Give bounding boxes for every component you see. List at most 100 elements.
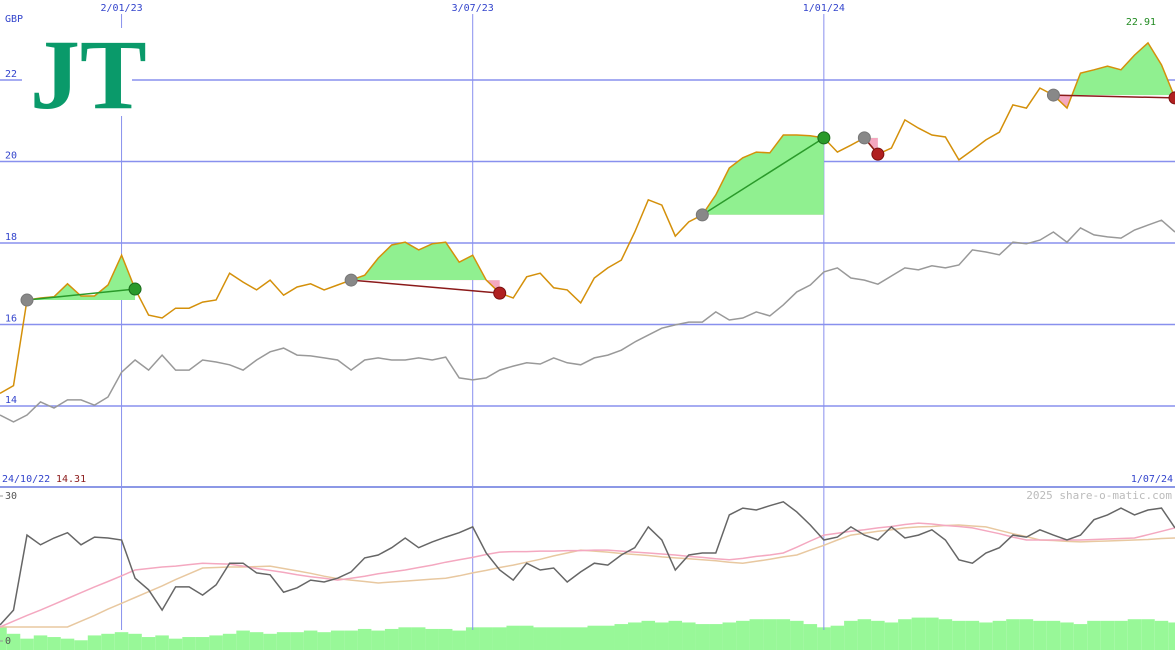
- x-tick-label: 2/01/23: [100, 3, 142, 14]
- annotation: 14.31: [56, 474, 86, 485]
- volume-bar: [736, 620, 750, 650]
- volume-bar: [1141, 619, 1155, 650]
- volume-bar: [965, 620, 980, 650]
- trade-exit: [817, 131, 831, 145]
- volume-bar: [560, 627, 574, 650]
- volume-bar: [668, 620, 683, 650]
- series-line: [0, 500, 1175, 626]
- series-line: [0, 522, 1175, 628]
- volume-bar: [411, 627, 426, 650]
- volume-bar: [209, 635, 223, 650]
- volume-bar: [438, 628, 453, 650]
- volume-bar: [330, 630, 345, 650]
- volume-bar: [276, 632, 291, 650]
- volume-bar: [695, 624, 710, 650]
- volume-bar: [884, 622, 899, 650]
- volume-bar: [344, 630, 358, 650]
- volume-bar: [6, 633, 21, 650]
- volume-bar: [452, 630, 466, 650]
- volume-bar: [817, 627, 831, 650]
- trade-entry: [857, 131, 871, 145]
- volume-bar: [763, 619, 777, 650]
- volume-bar: [1154, 620, 1169, 650]
- volume-bar: [776, 619, 791, 650]
- volume-bar: [290, 632, 304, 650]
- volume-bar: [925, 617, 939, 650]
- trade-line: [351, 279, 500, 294]
- trade-exit: [871, 147, 885, 161]
- volume-bar: [546, 627, 561, 650]
- volume-bar: [384, 628, 399, 650]
- volume-bar: [398, 627, 412, 650]
- volume-bar: [101, 633, 115, 650]
- trade-exit: [1168, 91, 1175, 105]
- volume-bar: [1046, 620, 1061, 650]
- volume-bar: [20, 638, 34, 650]
- volume-bar: [168, 638, 183, 650]
- volume-bar: [128, 633, 142, 650]
- x-tick-label: 3/07/23: [452, 3, 494, 14]
- volume-bar: [803, 624, 818, 650]
- trade-line: [26, 288, 136, 301]
- volume-bar: [1006, 619, 1020, 650]
- volume-bar: [506, 625, 520, 650]
- volume-bar: [0, 627, 7, 650]
- volume-bar: [141, 637, 156, 650]
- trade-gain-area: [351, 242, 500, 281]
- y-tick-label: 30: [5, 491, 17, 502]
- logo-background: [22, 28, 132, 116]
- y-tick-label: 16: [5, 314, 17, 325]
- volume-bar: [425, 628, 439, 650]
- volume-bar: [236, 630, 250, 650]
- volume-bar: [74, 640, 88, 650]
- source: 2025 share-o-matic.com: [1026, 489, 1172, 502]
- volume-bar: [1033, 620, 1047, 650]
- trade-entry: [20, 293, 34, 307]
- trade-entry: [695, 208, 709, 222]
- volume-bar: [465, 627, 480, 650]
- y-tick-label: 22: [5, 69, 17, 80]
- volume-bar: [519, 625, 534, 650]
- volume-bar: [911, 617, 926, 650]
- volume-bar: [844, 620, 858, 650]
- volume-bar: [1127, 619, 1142, 650]
- trade-loss-area: [1053, 95, 1175, 109]
- trade-gain-area: [27, 255, 136, 301]
- y-tick-label: 14: [5, 395, 17, 406]
- trade-line: [701, 137, 825, 216]
- volume-bar: [1100, 620, 1115, 650]
- trade-exit: [493, 286, 507, 300]
- volume-bar: [601, 625, 615, 650]
- volume-bar: [938, 619, 953, 650]
- volume-bar: [303, 630, 318, 650]
- y-axis-label: GBP: [5, 14, 23, 25]
- volume-bar: [33, 635, 48, 650]
- trade-line: [1053, 94, 1175, 99]
- logo: JT: [30, 19, 147, 130]
- volume-bar: [871, 620, 885, 650]
- volume-bar: [1168, 622, 1175, 650]
- volume-bar: [182, 637, 196, 650]
- volume-bar: [722, 622, 737, 650]
- volume-bar: [1019, 619, 1034, 650]
- trade-exit: [128, 282, 142, 296]
- plot-area: 14 16 18 20 22 24/10/22 2/01/23 3/07/23 1/01/24 1…: [0, 3, 1175, 650]
- volume-bar: [655, 622, 669, 650]
- series-line: [0, 524, 1175, 628]
- volume-bar: [830, 625, 845, 650]
- volume-bar: [317, 632, 331, 650]
- volume-bar: [790, 620, 804, 650]
- volume-bar: [371, 630, 385, 650]
- volume-bar: [857, 619, 872, 650]
- volume-bar: [749, 619, 764, 650]
- volume-bar: [263, 633, 277, 650]
- x-tick-label: 24/10/22: [2, 474, 50, 485]
- volume-bar: [641, 620, 656, 650]
- trade-gain-area: [1053, 42, 1175, 96]
- volume-bar: [195, 637, 210, 650]
- volume-bar: [479, 627, 493, 650]
- volume-bar: [682, 622, 696, 650]
- volume-bar: [898, 619, 912, 650]
- volume-bar: [155, 635, 169, 650]
